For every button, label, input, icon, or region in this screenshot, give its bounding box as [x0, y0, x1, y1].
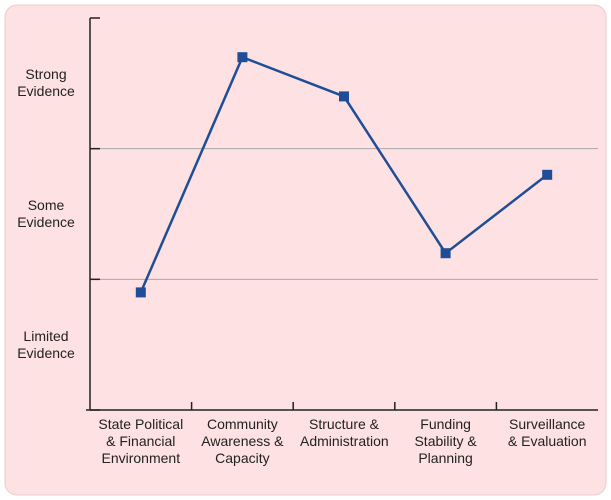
marker	[237, 52, 248, 63]
x-tick-label: Community Awareness & Capacity	[201, 416, 284, 466]
marker	[440, 248, 451, 259]
marker	[542, 169, 553, 180]
x-tick-label: Surveillance & Evaluation	[507, 416, 587, 449]
x-tick-label: Funding Stability & Planning	[414, 416, 477, 466]
y-band-label: Some Evidence	[17, 197, 75, 230]
marker	[135, 287, 146, 298]
x-tick-label: State Political & Financial Environment	[98, 416, 184, 466]
x-tick-label: Structure & Administration	[300, 416, 389, 449]
y-band-label: Limited Evidence	[17, 327, 75, 361]
chart-background	[4, 4, 607, 496]
marker	[339, 91, 349, 102]
y-band-label: Strong Evidence	[17, 66, 75, 100]
